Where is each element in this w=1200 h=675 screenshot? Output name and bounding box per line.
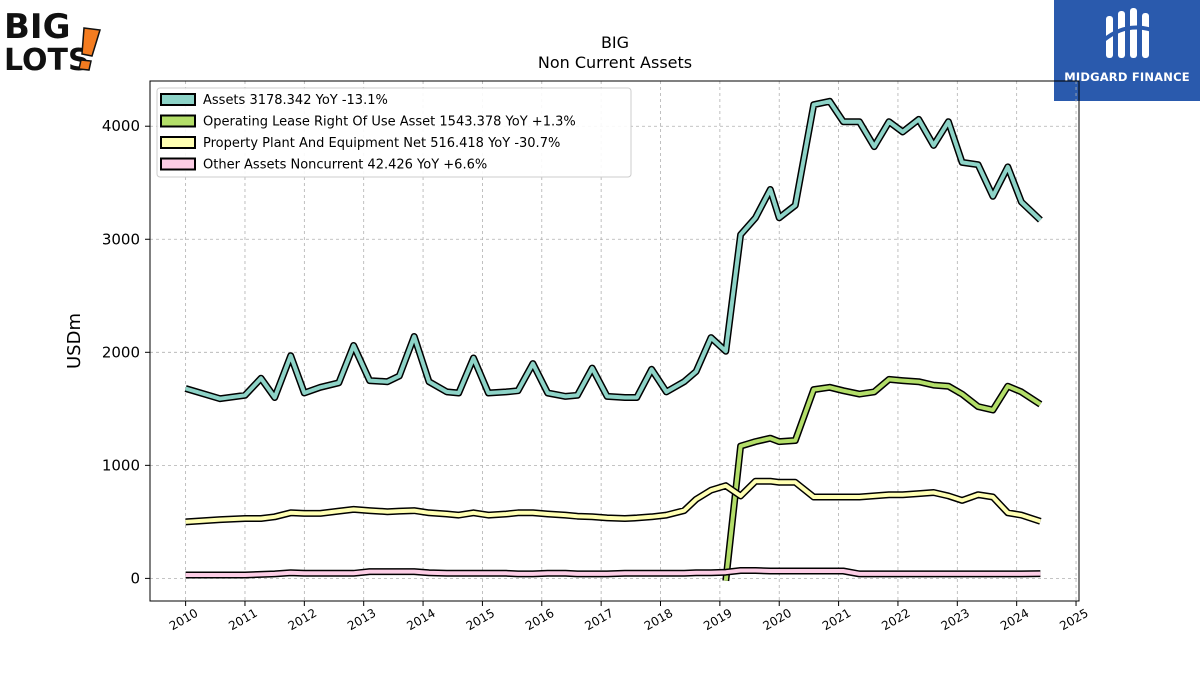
x-tick-label: 2014 [404, 606, 437, 633]
biglots-logo-big: BIG [4, 7, 70, 47]
midgard-emblem-icon [1102, 8, 1153, 58]
x-tick-label: 2012 [286, 606, 319, 633]
x-tick-label: 2013 [345, 606, 378, 633]
legend-swatch-assets [160, 93, 196, 106]
x-tick-label: 2025 [1057, 606, 1090, 633]
biglots-logo: BIG LOTS [4, 4, 104, 78]
series-group [184, 97, 1043, 582]
x-tick-label: 2011 [226, 606, 259, 633]
x-tick-label: 2017 [582, 606, 615, 633]
legend-label-operating-lease-right-of-use-asset: Operating Lease Right Of Use Asset 1543.… [203, 115, 576, 130]
legend-box [156, 87, 632, 178]
x-tick-label: 2020 [760, 606, 793, 633]
x-tick-label: 2023 [939, 606, 972, 633]
y-tick-label: 0 [130, 569, 140, 587]
legend-swatch-property-plant-and-equipment-net [160, 136, 196, 149]
legend-swatch-operating-lease-right-of-use-asset [160, 114, 196, 128]
legend-swatch-other-assets-noncurrent [160, 157, 196, 171]
x-tick-label: 2022 [879, 606, 912, 633]
plot-frame [149, 80, 1080, 602]
x-tick-label: 2016 [523, 606, 556, 633]
legend-label-other-assets-noncurrent: Other Assets Noncurrent 42.426 YoY +6.6% [203, 158, 487, 173]
x-tick-label: 2010 [167, 606, 200, 633]
midgard-finance-label: MIDGARD FINANCE [1064, 70, 1190, 84]
x-tick-label: 2015 [464, 606, 497, 633]
y-tick-label: 2000 [102, 343, 140, 361]
x-tick-label: 2019 [701, 606, 734, 633]
x-tick-label: 2024 [998, 606, 1031, 633]
biglots-logo-lots: LOTS [4, 43, 90, 76]
chart-subtitle: Non Current Assets [538, 53, 692, 72]
y-tick-label: 4000 [102, 117, 140, 135]
y-axis: 0 1000 2000 3000 4000 [102, 117, 150, 587]
legend-label-property-plant-and-equipment-net: Property Plant And Equipment Net 516.418… [203, 136, 560, 151]
chart-title: BIG [601, 33, 629, 52]
y-tick-label: 1000 [102, 456, 140, 474]
y-tick-label: 3000 [102, 230, 140, 248]
series-outline-property-plant-and-equipment-net [185, 477, 1042, 526]
series-line-property-plant-and-equipment-net [185, 479, 1042, 524]
series-line-assets [185, 99, 1042, 401]
x-axis: 2010 2011 2012 2013 2014 2015 2016 2017 2018 2019… [167, 601, 1091, 633]
x-tick-label: 2018 [642, 606, 675, 633]
x-tick-label: 2021 [820, 606, 853, 633]
y-axis-label: USDm [64, 313, 85, 369]
legend-label-assets: Assets 3178.342 YoY -13.1% [203, 93, 388, 108]
series-line-operating-lease-right-of-use-asset [723, 377, 1042, 581]
legend: Assets 3178.342 YoY -13.1% Operating Leas… [156, 87, 632, 178]
series-line-other-assets-noncurrent [185, 568, 1041, 577]
midgard-finance-logo: MIDGARD FINANCE [1054, 0, 1200, 101]
